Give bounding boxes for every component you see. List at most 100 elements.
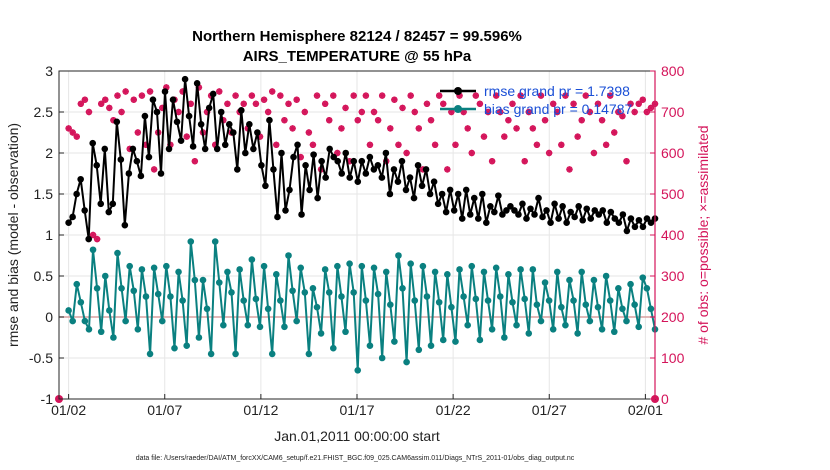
series-0-point: [543, 207, 550, 214]
series-1-point: [106, 307, 113, 314]
series-1-point: [114, 249, 121, 257]
series-0-point: [93, 162, 101, 169]
y-left-tick-label: 1.5: [34, 186, 54, 202]
obs-assimilated-point: [427, 117, 435, 124]
obs-assimilated-point: [399, 104, 406, 112]
series-1-point: [126, 262, 133, 270]
series-1-point: [293, 317, 300, 325]
series-1-point: [545, 297, 553, 304]
y-right-tick-label: 500: [661, 186, 685, 202]
series-0-point: [338, 170, 346, 177]
series-1-point: [297, 264, 305, 272]
obs-assimilated-point: [562, 92, 569, 99]
series-1-point: [521, 295, 528, 303]
series-1-point: [97, 328, 105, 336]
series-0-point: [129, 145, 137, 153]
obs-assimilated-point: [623, 158, 630, 165]
obs-assimilated-point: [191, 158, 199, 165]
obs-assimilated-point: [106, 104, 113, 112]
series-1-point: [224, 268, 231, 276]
obs-assimilated-point: [366, 141, 374, 148]
obs-assimilated-point: [269, 88, 276, 95]
series-0-point: [189, 143, 197, 150]
series-0-point: [603, 219, 611, 226]
series-0-point: [478, 190, 486, 198]
series-0-point: [266, 116, 273, 124]
obs-assimilated-point: [81, 96, 89, 103]
series-1-point: [167, 293, 174, 300]
obs-assimilated-point: [114, 92, 121, 99]
series-0-point: [462, 186, 470, 194]
x-tick-label: 01/17: [339, 402, 374, 418]
obs-assimilated-point: [558, 141, 565, 148]
series-1-point: [423, 293, 431, 300]
series-1-point: [358, 262, 366, 270]
series-1-point: [387, 301, 394, 309]
series-1-point: [639, 274, 647, 281]
series-1-point: [444, 271, 451, 278]
series-0-point: [125, 170, 133, 177]
series-0-point: [519, 200, 526, 208]
series-0-point: [555, 215, 562, 222]
obs-assimilated-point: [619, 112, 626, 120]
series-0-point: [607, 208, 615, 216]
series-0-point: [366, 153, 374, 161]
series-1-point: [366, 342, 374, 350]
obs-assimilated-point: [635, 100, 642, 107]
series-1-point: [321, 266, 329, 273]
series-1-point: [175, 268, 182, 276]
series-0-point: [623, 227, 631, 235]
series-0-point: [474, 215, 482, 222]
y-right-tick-label: 0: [661, 391, 669, 407]
series-1-point: [73, 280, 81, 288]
obs-assimilated-point: [537, 92, 545, 99]
series-1-point: [89, 246, 97, 254]
series-1-point: [602, 272, 610, 280]
obs-assimilated-point: [330, 92, 337, 99]
obs-assimilated-point: [484, 108, 492, 116]
obs-assimilated-point: [69, 129, 76, 136]
series-0-point: [145, 153, 153, 161]
x-tick-label: 02/01: [628, 402, 663, 418]
series-1-point: [142, 293, 150, 300]
series-1-point: [427, 342, 435, 350]
series-0-point: [539, 213, 546, 221]
obs-assimilated-point: [440, 100, 447, 107]
obs-assimilated-point: [118, 108, 125, 116]
series-0-point: [374, 162, 382, 169]
series-0-point: [201, 145, 209, 153]
series-0-point: [121, 221, 129, 229]
obs-assimilated-point: [586, 108, 594, 116]
series-1-point: [598, 326, 606, 333]
obs-assimilated-point: [415, 125, 423, 132]
series-0-point: [446, 186, 454, 194]
series-1-point: [411, 297, 419, 304]
series-0-point: [262, 182, 269, 190]
series-1-point: [236, 266, 243, 273]
y-left-tick-label: -1: [41, 391, 54, 407]
series-1-point: [289, 287, 296, 295]
series-0-point: [354, 178, 362, 185]
obs-assimilated-point: [285, 100, 292, 107]
obs-assimilated-point: [582, 92, 589, 99]
series-1-point: [382, 268, 390, 276]
series-0-point: [97, 200, 105, 208]
series-1-point: [460, 293, 467, 300]
series-0-point: [286, 186, 293, 194]
y-left-tick-label: 1: [45, 227, 53, 243]
series-0-point: [386, 190, 394, 198]
series-1-point: [448, 303, 455, 311]
series-1-point: [187, 238, 195, 245]
series-0-point: [298, 211, 305, 218]
y-right-tick-label: 700: [661, 104, 685, 120]
series-0-point: [631, 223, 639, 231]
series-1-point: [346, 260, 353, 268]
series-0-point: [350, 157, 358, 165]
series-0-point: [515, 211, 522, 218]
x-tick-label: 01/22: [436, 402, 471, 418]
obs-assimilated-point: [517, 92, 524, 99]
series-1-point: [594, 303, 602, 311]
series-lines: [65, 75, 659, 374]
legend-bias-marker: [454, 105, 462, 113]
series-0-point: [575, 203, 582, 210]
